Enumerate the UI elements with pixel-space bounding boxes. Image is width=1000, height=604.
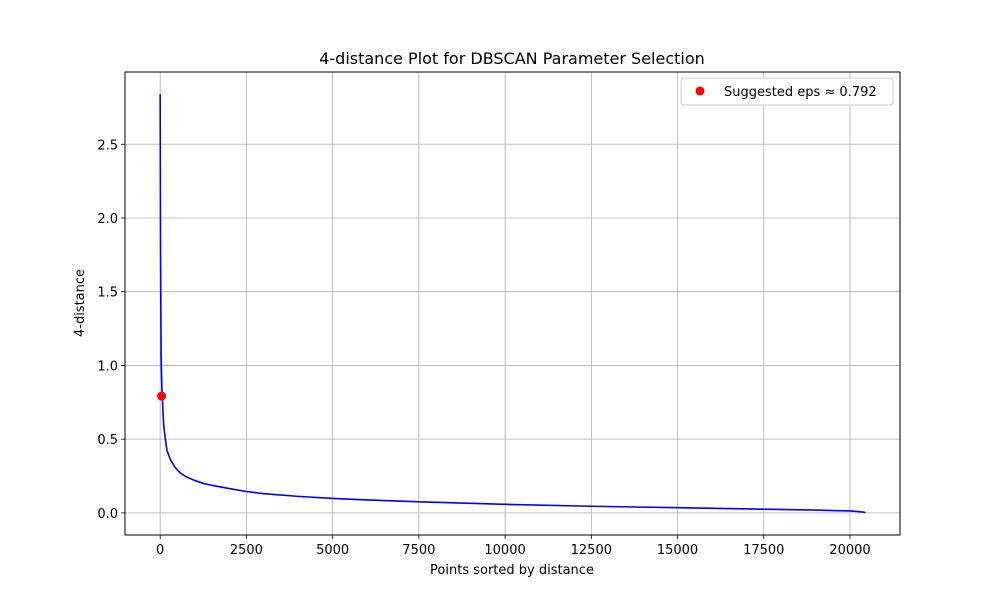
y-axis-label: 4-distance [73, 269, 88, 337]
legend: Suggested eps ≈ 0.792 [680, 77, 894, 106]
x-tick-label: 12500 [571, 543, 612, 558]
legend-marker [695, 86, 705, 96]
chart-title: 4-distance Plot for DBSCAN Parameter Sel… [319, 49, 705, 68]
y-tick-label: 0.0 [97, 507, 118, 522]
x-axis-label: Points sorted by distance [430, 563, 594, 578]
x-tick-label: 0 [156, 543, 164, 558]
x-tick-label: 2500 [230, 543, 263, 558]
x-tick-label: 5000 [316, 543, 349, 558]
axis-ticks: 0 2500 5000 7500 10000 12500 15000 17500 20000 0.… [97, 138, 870, 558]
x-tick-label: 20000 [829, 543, 870, 558]
y-tick-label: 1.5 [97, 286, 118, 301]
plot-frame [124, 71, 901, 536]
x-tick-label: 10000 [484, 543, 525, 558]
plot-data [157, 94, 866, 514]
x-tick-label: 15000 [657, 543, 698, 558]
x-tick-label: 7500 [402, 543, 435, 558]
suggested-eps-point [157, 391, 167, 401]
y-tick-label: 0.5 [97, 433, 118, 448]
y-tick-label: 1.0 [97, 359, 118, 374]
legend-box [680, 77, 894, 106]
x-tick-label: 17500 [743, 543, 784, 558]
legend-label: Suggested eps ≈ 0.792 [724, 85, 877, 100]
kdistance-line [159, 94, 866, 514]
y-tick-label: 2.5 [97, 138, 118, 153]
y-tick-label: 2.0 [97, 212, 118, 227]
grid [125, 72, 900, 535]
